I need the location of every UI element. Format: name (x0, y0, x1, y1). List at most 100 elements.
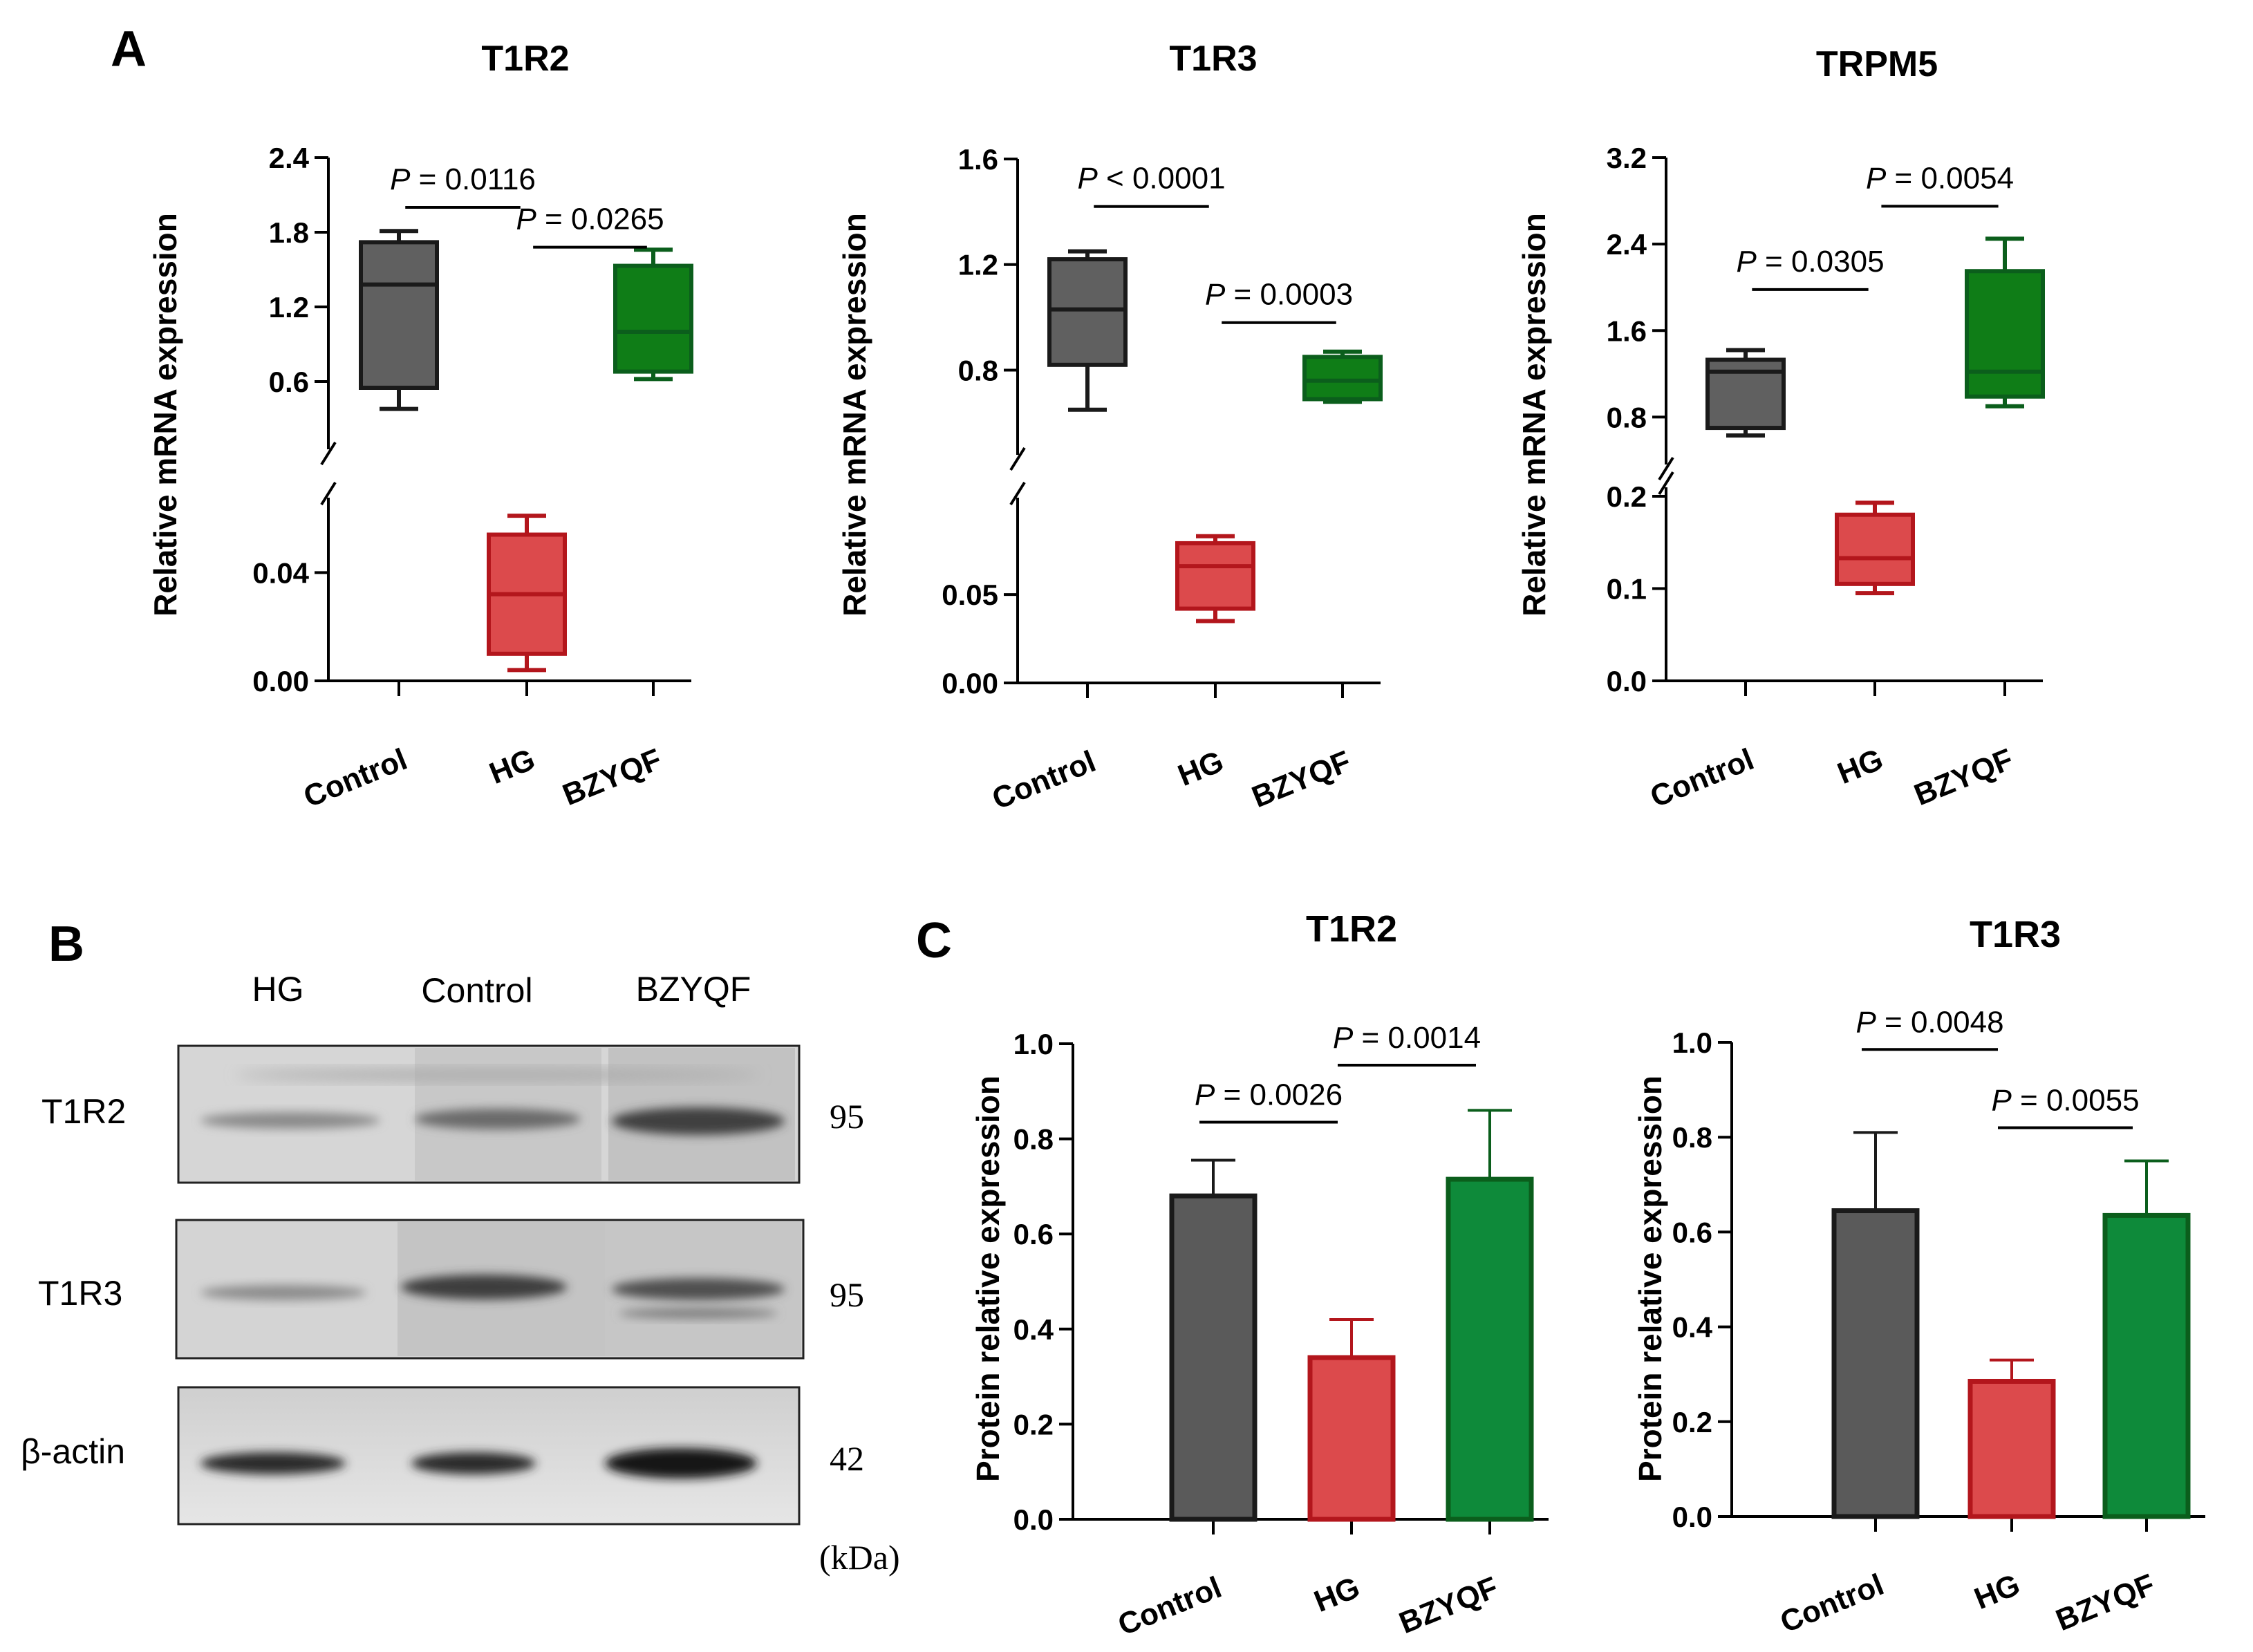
y-axis-label: Relative mRNA expression (1516, 213, 1552, 617)
y-tick-label: 1.0 (1013, 1028, 1054, 1060)
y-tick-label: 0.8 (1013, 1123, 1054, 1156)
y-tick-label: 0.4 (1672, 1311, 1713, 1344)
blot-kda-actin: 42 (830, 1439, 864, 1478)
significance-label-0-value: = 0.0026 (1215, 1078, 1343, 1112)
chart-title: TRPM5 (1816, 44, 1938, 84)
significance-label-1: P = 0.0054 (1866, 161, 2014, 195)
y-tick-label-lower: 0.05 (942, 579, 998, 611)
box-bzyqf (1302, 349, 1383, 404)
x-tick-label-hg: HG (485, 742, 540, 791)
significance-label-0-value: = 0.0116 (410, 162, 535, 196)
box-iqr (1047, 257, 1128, 367)
x-tick-label-hg: HG (1309, 1570, 1365, 1619)
x-tick-label-control: Control (987, 744, 1100, 816)
chart-a-t1r2: T1R2 Relative mRNA expression 0.6 1.2 1.8 2.4… (147, 39, 693, 814)
bar-hg (1307, 1355, 1396, 1522)
blot-t1r3-band-control (401, 1275, 567, 1299)
y-tick-label-upper: 0.8 (958, 354, 998, 386)
chart-title: T1R3 (1970, 914, 2061, 955)
y-tick-label-upper: 1.8 (269, 216, 309, 249)
x-tick-label-control: Control (1775, 1568, 1888, 1640)
blot-t1r2-band-bzyqf (612, 1107, 785, 1135)
significance-label-1-p: P (516, 203, 536, 236)
significance-label-0-p: P (1855, 1005, 1876, 1039)
significance-label-1: P = 0.0003 (1205, 278, 1353, 312)
axis-break-mark-top (1009, 447, 1026, 471)
box-bzyqf (613, 247, 693, 382)
y-tick-label: 0.2 (1013, 1408, 1054, 1440)
significance-label-1-value: = 0.0265 (536, 203, 664, 236)
x-tick-label-control: Control (1113, 1570, 1226, 1642)
y-tick-label: 0.0 (1672, 1501, 1712, 1533)
x-tick-label-bzyqf: BZYQF (2051, 1568, 2160, 1637)
blot-kda-t1r3: 95 (830, 1275, 864, 1314)
y-tick-label-lower: 0.2 (1607, 480, 1647, 513)
box-control (1705, 348, 1786, 438)
significance-label-0-value: = 0.0048 (1876, 1005, 2004, 1039)
bar-bzyqf (1446, 1176, 1534, 1522)
significance-label-1-p: P (1333, 1021, 1354, 1055)
chart-title: T1R2 (1306, 908, 1397, 950)
y-axis-label: Relative mRNA expression (836, 213, 872, 617)
y-tick-label: 0.4 (1013, 1313, 1054, 1346)
box-hg (487, 514, 567, 673)
y-tick-label: 0.2 (1672, 1406, 1712, 1438)
chart-a-trpm5: TRPM5 Relative mRNA expression 0.8 1.6 2.4 3.… (1516, 44, 2045, 814)
lane-label-control: Control (421, 971, 532, 1010)
y-axis-label: Protein relative expression (1632, 1076, 1668, 1482)
significance-label-0: P = 0.0048 (1855, 1005, 2003, 1039)
significance-label-1-value: = 0.0054 (1886, 161, 2014, 195)
blot-kda-unit: (kDa) (819, 1538, 900, 1577)
y-tick-label-upper: 1.2 (958, 249, 998, 281)
significance-label-0-p: P (1077, 162, 1098, 196)
significance-label-0: P < 0.0001 (1077, 162, 1225, 196)
y-tick-label-upper: 0.6 (269, 366, 309, 398)
significance-label-1-value: = 0.0055 (2012, 1083, 2140, 1117)
blot-kda-t1r2: 95 (830, 1097, 864, 1136)
y-tick-label-upper: 1.6 (1607, 315, 1647, 347)
y-tick-label-upper: 0.8 (1607, 401, 1647, 433)
blot-t1r2-band-control (415, 1109, 581, 1129)
panel-letter-b: B (48, 917, 84, 972)
y-tick-label: 0.8 (1672, 1121, 1712, 1154)
y-axis-label: Relative mRNA expression (147, 213, 183, 617)
y-tick-label: 0.0 (1013, 1503, 1054, 1536)
significance-label-1: P = 0.0265 (516, 203, 664, 236)
significance-label-0-p: P (1195, 1078, 1215, 1112)
blot-t1r2-faint-band (235, 1069, 760, 1080)
significance-label-0-p: P (1736, 245, 1757, 279)
chart-title: T1R3 (1169, 39, 1257, 79)
significance-label-0-value: = 0.0305 (1757, 245, 1885, 279)
panel-letter-a: A (111, 21, 147, 77)
y-tick-label: 0.6 (1672, 1216, 1712, 1248)
x-tick-label-bzyqf: BZYQF (1247, 744, 1356, 814)
box-control (359, 229, 439, 411)
y-tick-label-upper: 2.4 (269, 142, 310, 174)
significance-label-0-p: P (390, 162, 411, 196)
y-tick-label-lower: 0.00 (252, 665, 309, 697)
significance-label-1-p: P (1991, 1083, 2012, 1117)
y-tick-label-upper: 1.2 (269, 291, 309, 323)
box-iqr (1835, 512, 1915, 586)
box-iqr (1302, 355, 1383, 402)
blot-t1r2-band-hg (200, 1112, 380, 1129)
box-hg (1835, 500, 1915, 596)
y-tick-label-upper: 3.2 (1607, 142, 1647, 174)
box-iqr (1175, 541, 1255, 611)
y-tick-label: 0.6 (1013, 1218, 1054, 1250)
x-tick-label-bzyqf: BZYQF (1909, 742, 2018, 812)
x-tick-label-hg: HG (1970, 1568, 2025, 1616)
western-blot: HG Control BZYQF T1R2 T1R3 β-actin 95 95… (21, 970, 900, 1577)
box-iqr (359, 240, 439, 390)
axis-break-mark-top (320, 441, 337, 466)
significance-label-1: P = 0.0014 (1333, 1021, 1481, 1055)
x-tick-label-control: Control (299, 742, 411, 814)
box-control (1047, 249, 1128, 412)
significance-label-0-value: < 0.0001 (1098, 162, 1226, 196)
x-tick-label-bzyqf: BZYQF (1394, 1570, 1503, 1640)
significance-label-0: P = 0.0026 (1195, 1078, 1343, 1112)
axis-break-mark-bottom (320, 481, 337, 506)
lane-label-hg: HG (252, 970, 304, 1008)
